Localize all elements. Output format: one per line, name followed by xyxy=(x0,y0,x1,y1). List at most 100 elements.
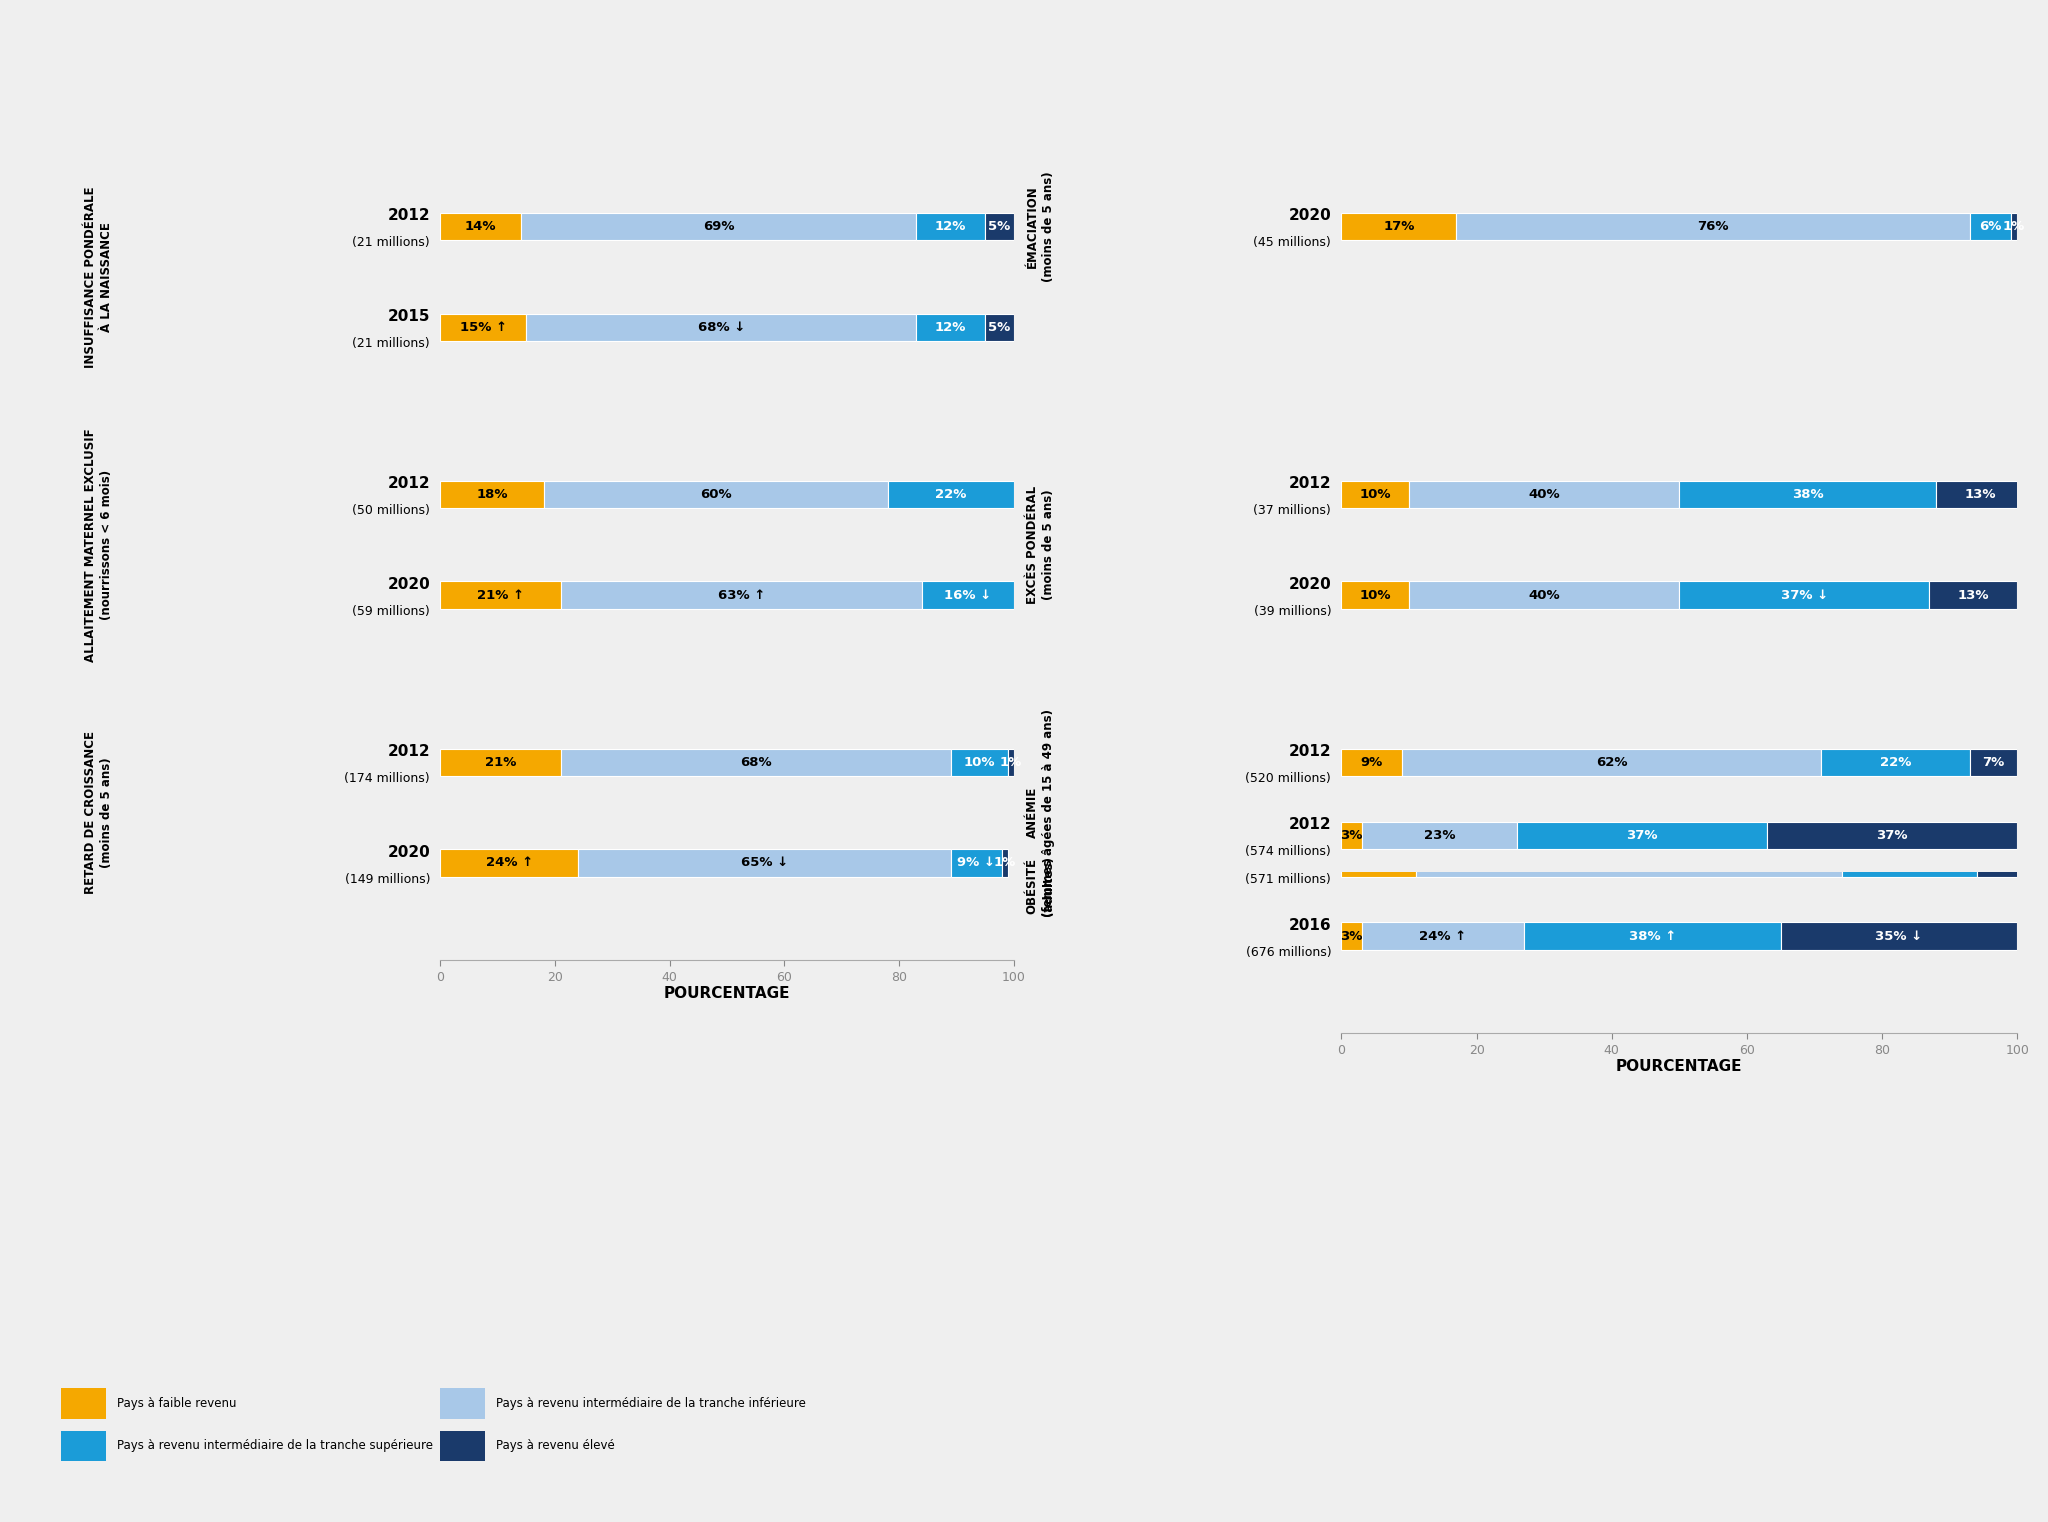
Text: 2012: 2012 xyxy=(387,476,430,492)
Text: 15% ↑: 15% ↑ xyxy=(459,321,508,333)
Bar xyxy=(578,849,950,877)
Bar xyxy=(1976,849,2023,877)
Text: 76%: 76% xyxy=(1698,221,1729,233)
Bar xyxy=(1409,581,1679,609)
Text: 23%: 23% xyxy=(1423,829,1456,842)
Text: 13%: 13% xyxy=(1964,489,1997,501)
Bar xyxy=(440,481,543,508)
Bar xyxy=(1341,922,1362,950)
Text: 1%: 1% xyxy=(999,756,1022,769)
Text: 24% ↑: 24% ↑ xyxy=(485,857,532,869)
Text: 5%: 5% xyxy=(989,321,1010,333)
Bar xyxy=(1767,822,2017,849)
Bar xyxy=(1970,213,2011,240)
Text: 12%: 12% xyxy=(936,221,967,233)
Bar xyxy=(1341,581,1409,609)
Bar xyxy=(950,749,1008,776)
Text: (39 millions): (39 millions) xyxy=(1253,604,1331,618)
Bar xyxy=(922,581,1014,609)
Text: Pays à revenu intermédiaire de la tranche inférieure: Pays à revenu intermédiaire de la tranch… xyxy=(496,1397,805,1409)
Bar xyxy=(1679,481,1935,508)
Text: ANÉMIE
(femmes âgées de 15 à 49 ans): ANÉMIE (femmes âgées de 15 à 49 ans) xyxy=(1026,709,1055,916)
Text: 68%: 68% xyxy=(739,756,772,769)
Bar xyxy=(520,213,915,240)
Text: 16% ↓: 16% ↓ xyxy=(944,589,991,601)
Text: (149 millions): (149 millions) xyxy=(344,872,430,886)
Text: 2012: 2012 xyxy=(387,209,430,224)
Bar xyxy=(1341,213,1456,240)
Bar xyxy=(1821,749,1970,776)
Text: 21%: 21% xyxy=(485,756,516,769)
Text: 63% ↑: 63% ↑ xyxy=(717,589,766,601)
Bar xyxy=(1524,922,1780,950)
Bar xyxy=(1409,481,1679,508)
Text: 2020: 2020 xyxy=(387,845,430,860)
Bar xyxy=(1415,849,1841,877)
Text: 2020: 2020 xyxy=(387,577,430,592)
Text: 2012: 2012 xyxy=(1288,476,1331,492)
Text: 62%: 62% xyxy=(1595,756,1628,769)
Text: 18%: 18% xyxy=(477,489,508,501)
Bar xyxy=(1970,749,2017,776)
Bar xyxy=(915,314,985,341)
Text: 1%: 1% xyxy=(2003,221,2025,233)
Bar xyxy=(1935,481,2023,508)
Bar xyxy=(1362,822,1518,849)
Text: (50 millions): (50 millions) xyxy=(352,504,430,517)
Bar xyxy=(1001,849,1008,877)
Bar xyxy=(1008,749,1014,776)
Text: INSUFFISANCE PONDÉRALE
À LA NAISSANCE: INSUFFISANCE PONDÉRALE À LA NAISSANCE xyxy=(84,186,113,368)
Text: 35% ↓: 35% ↓ xyxy=(1876,930,1923,942)
Text: 2020: 2020 xyxy=(1288,209,1331,224)
Text: 3%: 3% xyxy=(1339,829,1362,842)
Text: 10%: 10% xyxy=(1360,589,1391,601)
Text: 38%: 38% xyxy=(1792,489,1823,501)
Text: 3%: 3% xyxy=(1339,930,1362,942)
Bar xyxy=(985,314,1014,341)
Text: 14%: 14% xyxy=(465,221,496,233)
Text: 2012: 2012 xyxy=(1288,817,1331,833)
Text: (59 millions): (59 millions) xyxy=(352,604,430,618)
Bar xyxy=(1780,922,2017,950)
Bar xyxy=(1341,749,1403,776)
Bar xyxy=(1341,481,1409,508)
Bar xyxy=(915,213,985,240)
Text: 2012: 2012 xyxy=(1288,744,1331,759)
Text: (520 millions): (520 millions) xyxy=(1245,772,1331,785)
Text: (21 millions): (21 millions) xyxy=(352,336,430,350)
Bar xyxy=(543,481,887,508)
Bar xyxy=(887,481,1014,508)
Text: 40%: 40% xyxy=(1528,489,1561,501)
Text: 2016: 2016 xyxy=(1288,918,1331,933)
Text: (574 millions): (574 millions) xyxy=(1245,845,1331,858)
Text: (45 millions): (45 millions) xyxy=(1253,236,1331,250)
Bar xyxy=(561,581,922,609)
Text: 7%: 7% xyxy=(1989,857,2011,869)
Bar xyxy=(440,849,578,877)
Text: POURCENTAGE: POURCENTAGE xyxy=(664,986,791,1001)
Bar xyxy=(1456,213,1970,240)
Text: 7%: 7% xyxy=(1982,756,2005,769)
Text: 10%: 10% xyxy=(1360,489,1391,501)
Bar xyxy=(950,849,1001,877)
Text: OBÉSITÉ
(adultes): OBÉSITÉ (adultes) xyxy=(1026,855,1055,916)
Text: (676 millions): (676 millions) xyxy=(1245,945,1331,959)
Text: 37% ↓: 37% ↓ xyxy=(1782,589,1829,601)
Bar xyxy=(1403,749,1821,776)
Bar xyxy=(1929,581,2017,609)
Text: 22%: 22% xyxy=(936,489,967,501)
Text: 9% ↓: 9% ↓ xyxy=(958,857,995,869)
Text: 68% ↓: 68% ↓ xyxy=(698,321,745,333)
Bar xyxy=(1362,922,1524,950)
Text: 63% ↑: 63% ↑ xyxy=(1606,857,1653,869)
Text: RETARD DE CROISSANCE
(moins de 5 ans): RETARD DE CROISSANCE (moins de 5 ans) xyxy=(84,731,113,895)
Text: ÉMACIATION
(moins de 5 ans): ÉMACIATION (moins de 5 ans) xyxy=(1026,172,1055,282)
Text: 37%: 37% xyxy=(1626,829,1659,842)
Bar xyxy=(440,749,561,776)
Text: 37%: 37% xyxy=(1876,829,1909,842)
Text: (571 millions): (571 millions) xyxy=(1245,872,1331,886)
Text: 1%: 1% xyxy=(993,857,1016,869)
Text: 5%: 5% xyxy=(989,221,1010,233)
Text: 38% ↑: 38% ↑ xyxy=(1628,930,1675,942)
Text: 69%: 69% xyxy=(702,221,733,233)
